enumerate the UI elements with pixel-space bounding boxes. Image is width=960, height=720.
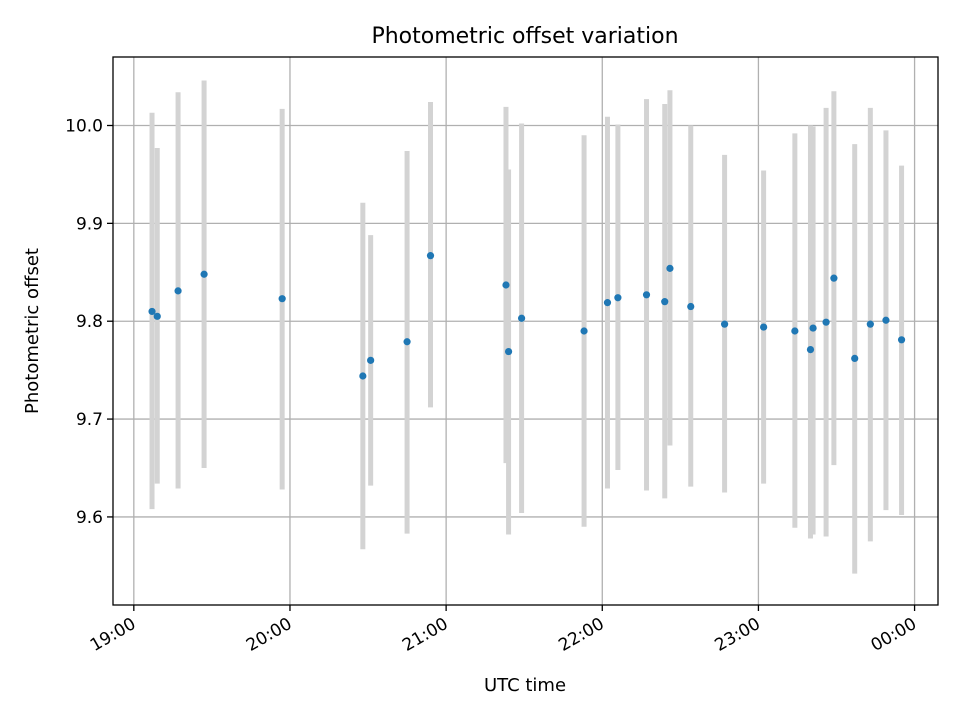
data-point: [504, 347, 513, 356]
data-point: [200, 270, 208, 278]
x-tick-label: 20:00: [243, 614, 295, 656]
data-point: [148, 307, 156, 316]
data-point: [687, 302, 695, 311]
data-point: [502, 281, 510, 289]
y-tick-label: 9.8: [76, 312, 103, 332]
data-point: [367, 356, 375, 364]
x-axis-label: UTC time: [484, 675, 566, 696]
data-point: [791, 327, 799, 335]
data-point: [851, 354, 859, 362]
data-point: [614, 294, 622, 302]
data-point: [661, 298, 669, 306]
data-point: [830, 274, 838, 282]
y-tick-label: 9.7: [76, 410, 103, 430]
chart-title: Photometric offset variation: [371, 24, 678, 49]
x-tick-label: 23:00: [711, 614, 763, 656]
data-point: [359, 372, 367, 380]
data-point: [642, 291, 651, 299]
y-tick-label: 9.6: [76, 508, 103, 528]
x-tick-label: 21:00: [399, 614, 451, 656]
grid: [113, 57, 938, 605]
y-axis: 9.6 9.7 9.8 9.9 10.0: [65, 117, 113, 528]
data-point: [866, 320, 874, 328]
x-tick-label: 00:00: [868, 614, 920, 656]
data-points: [148, 252, 906, 380]
data-point: [603, 299, 612, 307]
y-tick-label: 10.0: [65, 117, 103, 137]
data-point: [426, 252, 435, 260]
data-point: [153, 312, 161, 320]
plot-frame: [112, 56, 939, 606]
x-tick-label: 19:00: [87, 614, 139, 656]
data-point: [580, 327, 588, 335]
x-tick-label: 22:00: [555, 614, 607, 656]
data-point: [403, 338, 411, 346]
data-point: [809, 324, 817, 332]
data-point: [822, 318, 830, 326]
data-point: [720, 320, 729, 328]
y-tick-label: 9.9: [76, 214, 103, 234]
data-point: [174, 287, 182, 295]
error-bars: [149, 80, 905, 574]
data-point: [897, 336, 906, 344]
data-point: [760, 323, 768, 331]
data-point: [882, 316, 890, 324]
x-axis: 19:00 20:00 21:00 22:00 23:00 00:00: [87, 605, 920, 656]
data-point: [517, 314, 526, 322]
data-point: [806, 345, 815, 354]
data-point: [666, 264, 674, 272]
data-point: [278, 295, 286, 303]
y-axis-label: Photometric offset: [22, 248, 43, 414]
